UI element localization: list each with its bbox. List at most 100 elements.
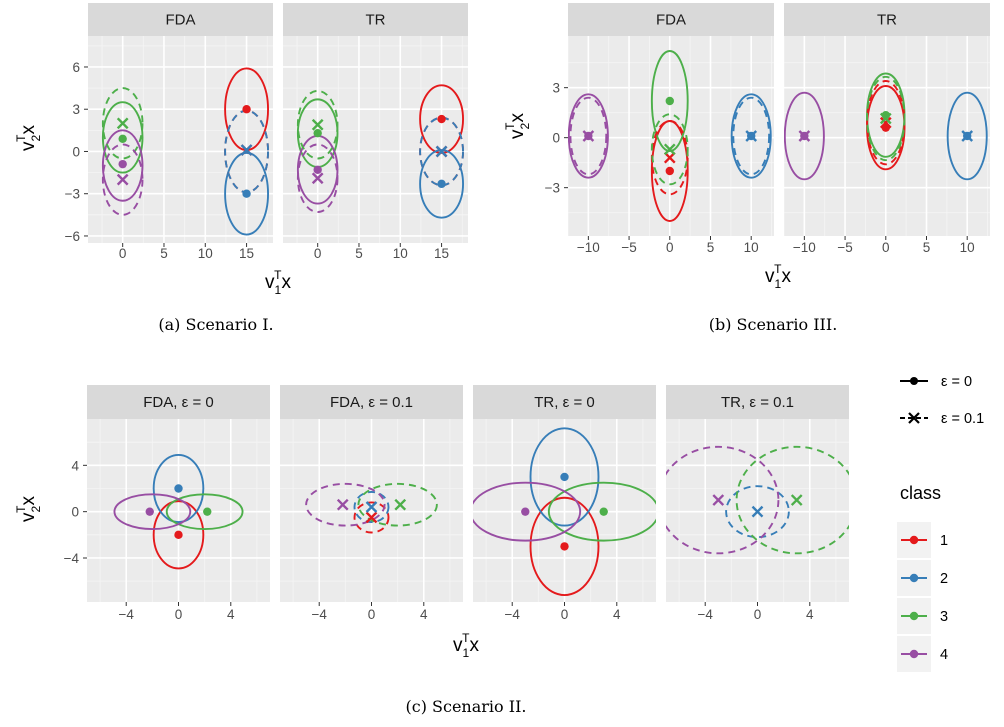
center-cross-class-4 xyxy=(582,130,595,142)
figure-caption: (c) Scenario II. xyxy=(406,697,527,716)
y-tick-label: −4 xyxy=(64,551,80,566)
y-axis-label: v2Tx xyxy=(14,124,43,151)
x-axis-label-sub: 1 xyxy=(774,277,781,291)
facet-title: FDA, ε = 0 xyxy=(143,394,213,411)
panel-b-0: FDA −10 −5 0 5 10 −3 0 3 xyxy=(545,3,774,255)
ellipse-class-3-dashed xyxy=(735,445,849,555)
x-tick-label: 5 xyxy=(707,240,715,255)
panel-background xyxy=(283,36,468,243)
center-cross-class-2 xyxy=(961,130,974,142)
x-axis-label-x: x xyxy=(782,266,792,287)
x-tick-label: −5 xyxy=(837,240,852,255)
facet-strip xyxy=(784,3,990,36)
facet-title: FDA xyxy=(656,12,686,29)
center-cross-class-3 xyxy=(790,494,803,506)
y-axis-label-x: x xyxy=(18,124,39,134)
legend-label: ε = 0.1 xyxy=(941,411,984,427)
x-tick-label: −10 xyxy=(793,240,816,255)
panel-b-1: TR −10 −5 0 5 10 xyxy=(784,3,990,255)
center-point-class-2 xyxy=(437,179,446,189)
center-point-class-3 xyxy=(118,134,127,143)
x-tick-label: 15 xyxy=(239,246,254,261)
center-point-class-1 xyxy=(242,105,251,114)
y-axis-label-v: v xyxy=(18,141,39,151)
x-tick-label: 0 xyxy=(882,240,890,255)
center-cross-class-2 xyxy=(751,505,764,518)
y-axis-label-x: x xyxy=(18,495,39,505)
y-axis-label-sub: 2 xyxy=(29,135,43,142)
ellipse-class-3-dashed xyxy=(296,89,339,160)
center-cross-class-4 xyxy=(116,173,129,186)
ellipse-class-4-dashed xyxy=(569,96,608,176)
ellipse-class-4-solid xyxy=(568,93,609,179)
ellipse-class-2-dashed xyxy=(419,116,464,187)
center-cross-class-4 xyxy=(311,172,324,185)
center-point-class-1 xyxy=(437,114,446,124)
y-tick-label: 0 xyxy=(71,505,79,520)
y-tick-label: 0 xyxy=(552,131,560,146)
ellipse-class-3-solid xyxy=(101,101,144,174)
legend-key-point xyxy=(909,535,919,545)
facet-title: FDA, ε = 0.1 xyxy=(330,394,413,411)
ellipse-class-3-dashed xyxy=(357,482,438,527)
facet-title: FDA xyxy=(166,12,196,29)
x-tick-label: −4 xyxy=(505,607,521,622)
facet-title: TR xyxy=(366,12,386,29)
center-point-class-3 xyxy=(599,507,608,516)
ellipse-class-2-solid xyxy=(730,93,772,179)
figure-caption: (b) Scenario III. xyxy=(709,315,838,334)
x-axis-label: v1Tx xyxy=(265,268,292,297)
center-point-class-4 xyxy=(118,159,127,169)
ellipse-class-3-dashed xyxy=(650,113,689,186)
y-tick-label: −3 xyxy=(65,187,80,202)
ellipse-class-3-solid xyxy=(547,481,656,542)
ellipse-class-4-dashed xyxy=(296,143,339,213)
ellipse-class-4-dashed xyxy=(666,445,780,555)
center-cross-class-3 xyxy=(663,143,676,156)
x-axis-label-sup: T xyxy=(274,268,282,282)
center-cross-class-2 xyxy=(240,144,253,156)
facet-title: TR, ε = 0 xyxy=(534,394,594,411)
ellipse-class-3-dashed xyxy=(866,75,906,162)
x-tick-label: 5 xyxy=(923,240,931,255)
x-tick-label: 15 xyxy=(434,246,449,261)
panel-marks xyxy=(113,453,244,570)
panel-background xyxy=(784,36,990,236)
x-tick-label: 5 xyxy=(160,246,168,261)
x-axis-label-sup: T xyxy=(462,631,470,645)
y-axis-label-sub: 2 xyxy=(518,123,532,130)
ellipse-class-1-dashed xyxy=(353,501,390,534)
x-tick-label: −10 xyxy=(577,240,600,255)
center-cross-class-3 xyxy=(394,498,407,511)
x-axis-label-x: x xyxy=(282,272,292,293)
x-axis-label-v: v xyxy=(453,635,463,656)
panel-c-1: FDA, ε = 0.1 −4 0 4 xyxy=(280,385,463,622)
center-cross-class-3 xyxy=(116,117,129,130)
x-tick-label: 0 xyxy=(119,246,127,261)
panel-marks xyxy=(101,67,269,236)
y-axis-label-sup: T xyxy=(503,122,517,130)
x-axis-label-x: x xyxy=(470,635,480,656)
center-cross-class-2 xyxy=(435,145,448,158)
x-axis-label-sup: T xyxy=(774,262,782,276)
ellipse-class-4-dashed xyxy=(101,143,144,216)
legend-key-cross xyxy=(908,412,920,424)
legend-key-point xyxy=(909,611,919,621)
center-point-class-3 xyxy=(203,507,212,516)
center-cross-class-3 xyxy=(311,118,324,131)
panel-marks xyxy=(568,50,772,222)
y-tick-label: −6 xyxy=(65,229,80,244)
y-tick-label: −3 xyxy=(545,181,560,196)
legend-label: 3 xyxy=(940,609,948,625)
y-tick-label: 0 xyxy=(72,144,80,159)
ellipse-class-4-solid xyxy=(784,91,825,181)
facet-strip xyxy=(280,385,463,419)
facet-strip xyxy=(568,3,774,36)
legend-label: ε = 0 xyxy=(941,374,972,390)
x-tick-label: 0 xyxy=(754,607,762,622)
ellipse-class-4-solid xyxy=(473,481,582,542)
center-cross-class-4 xyxy=(336,498,349,511)
y-axis-label-sup: T xyxy=(14,134,28,142)
